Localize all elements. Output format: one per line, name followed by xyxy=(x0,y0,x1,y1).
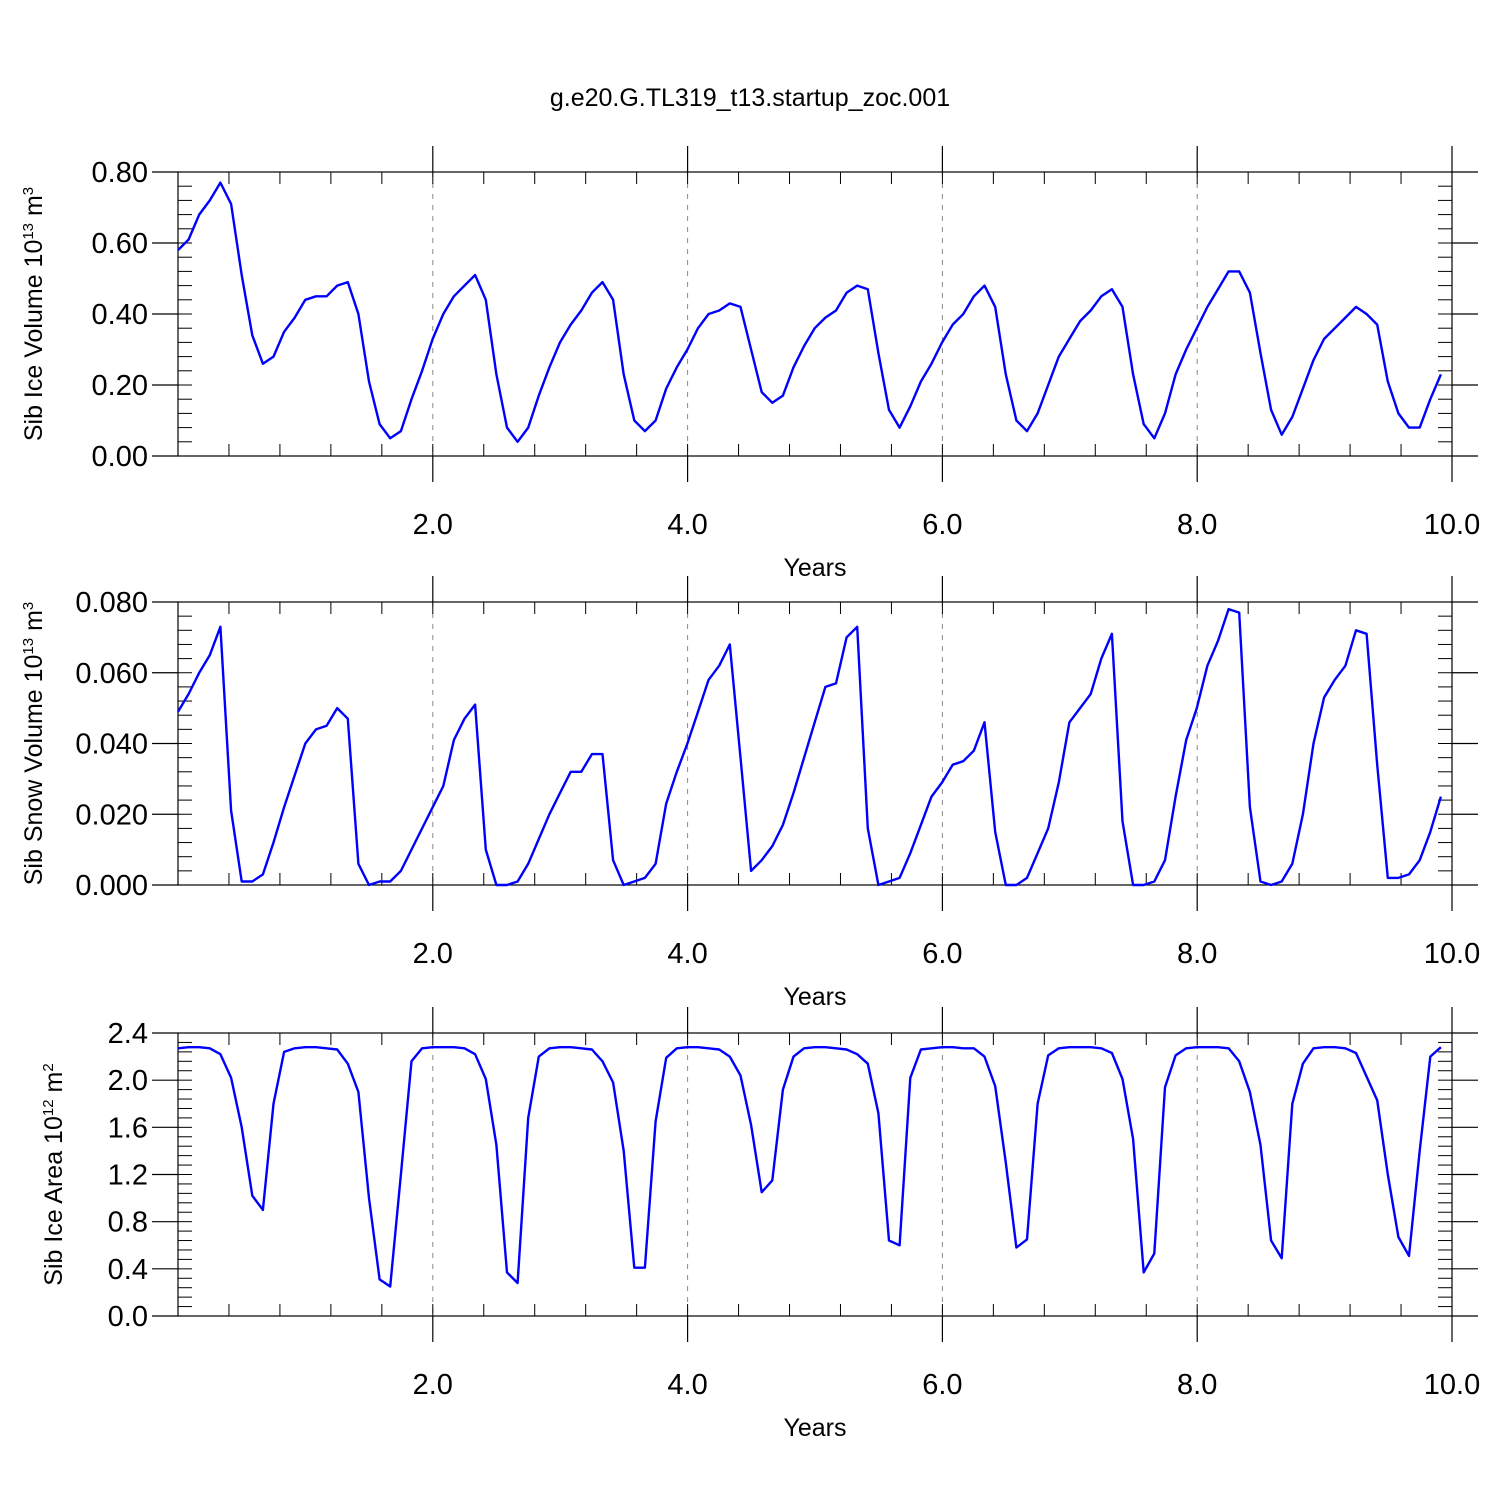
y-axis-title: Sib Ice Area 1012 m2 xyxy=(40,1063,68,1285)
x-tick-label: 2.0 xyxy=(413,509,453,541)
x-tick-label: 8.0 xyxy=(1177,938,1217,970)
x-tick-label: 6.0 xyxy=(922,1369,962,1401)
panel-3: 0.0 0.4 0.8 1.2 1.6 2.0 2.4 2.0 4.0 6.0 8.0 10.0 Yea… xyxy=(40,1007,1480,1442)
y-tick-label: 0.60 xyxy=(92,228,148,260)
y-tick-label: 1.2 xyxy=(108,1160,148,1192)
y-tick-label: 0.060 xyxy=(75,658,148,690)
x-tick-label: 10.0 xyxy=(1424,509,1480,541)
y-tick-label: 1.6 xyxy=(108,1112,148,1144)
y-tick-label: 0.080 xyxy=(75,587,148,619)
x-tick-label: 2.0 xyxy=(413,938,453,970)
series-line xyxy=(177,181,1443,443)
y-tick-label: 0.000 xyxy=(75,870,148,902)
x-tick-label: 6.0 xyxy=(922,509,962,541)
x-tick-label: 8.0 xyxy=(1177,509,1217,541)
y-tick-label: 2.4 xyxy=(108,1018,148,1050)
y-tick-label: 0.040 xyxy=(75,729,148,761)
x-tick-label: 8.0 xyxy=(1177,1369,1217,1401)
x-tick-label: 2.0 xyxy=(413,1369,453,1401)
x-tick-label: 4.0 xyxy=(667,938,707,970)
x-tick-label: 10.0 xyxy=(1424,938,1480,970)
x-tick-label: 4.0 xyxy=(667,509,707,541)
y-tick-label: 0.8 xyxy=(108,1207,148,1239)
y-tick-label: 2.0 xyxy=(108,1065,148,1097)
plot-frame xyxy=(177,601,1453,886)
figure-title: g.e20.G.TL319_t13.startup_zoc.001 xyxy=(549,84,951,112)
x-tick-label: 6.0 xyxy=(922,938,962,970)
y-axis-title: Sib Snow Volume 1013 m3 xyxy=(20,602,48,886)
y-tick-label: 0.4 xyxy=(108,1254,148,1286)
x-axis-title: Years xyxy=(783,983,846,1011)
y-tick-label: 0.40 xyxy=(92,299,148,331)
y-tick-label: 0.80 xyxy=(92,157,148,189)
y-tick-label: 0.00 xyxy=(92,441,148,473)
series-line xyxy=(177,1045,1442,1288)
panel-2: 0.000 0.020 0.040 0.060 0.080 2.0 4.0 6.0 8.0 10.… xyxy=(20,576,1480,1011)
panel-1: 0.00 0.20 0.40 0.60 0.80 2.0 4.0 6.0 8.0 10.0 Year… xyxy=(20,146,1480,582)
x-axis-title: Years xyxy=(783,1414,846,1442)
x-tick-label: 4.0 xyxy=(667,1369,707,1401)
plot-frame xyxy=(177,171,1453,457)
y-tick-label: 0.0 xyxy=(108,1301,148,1333)
series-line xyxy=(176,607,1443,887)
y-axis-title: Sib Ice Volume 1013 m3 xyxy=(20,187,48,441)
y-tick-label: 0.20 xyxy=(92,370,148,402)
x-tick-label: 10.0 xyxy=(1424,1369,1480,1401)
plot-frame xyxy=(177,1032,1453,1317)
y-tick-label: 0.020 xyxy=(75,799,148,831)
x-axis-title: Years xyxy=(783,554,846,582)
